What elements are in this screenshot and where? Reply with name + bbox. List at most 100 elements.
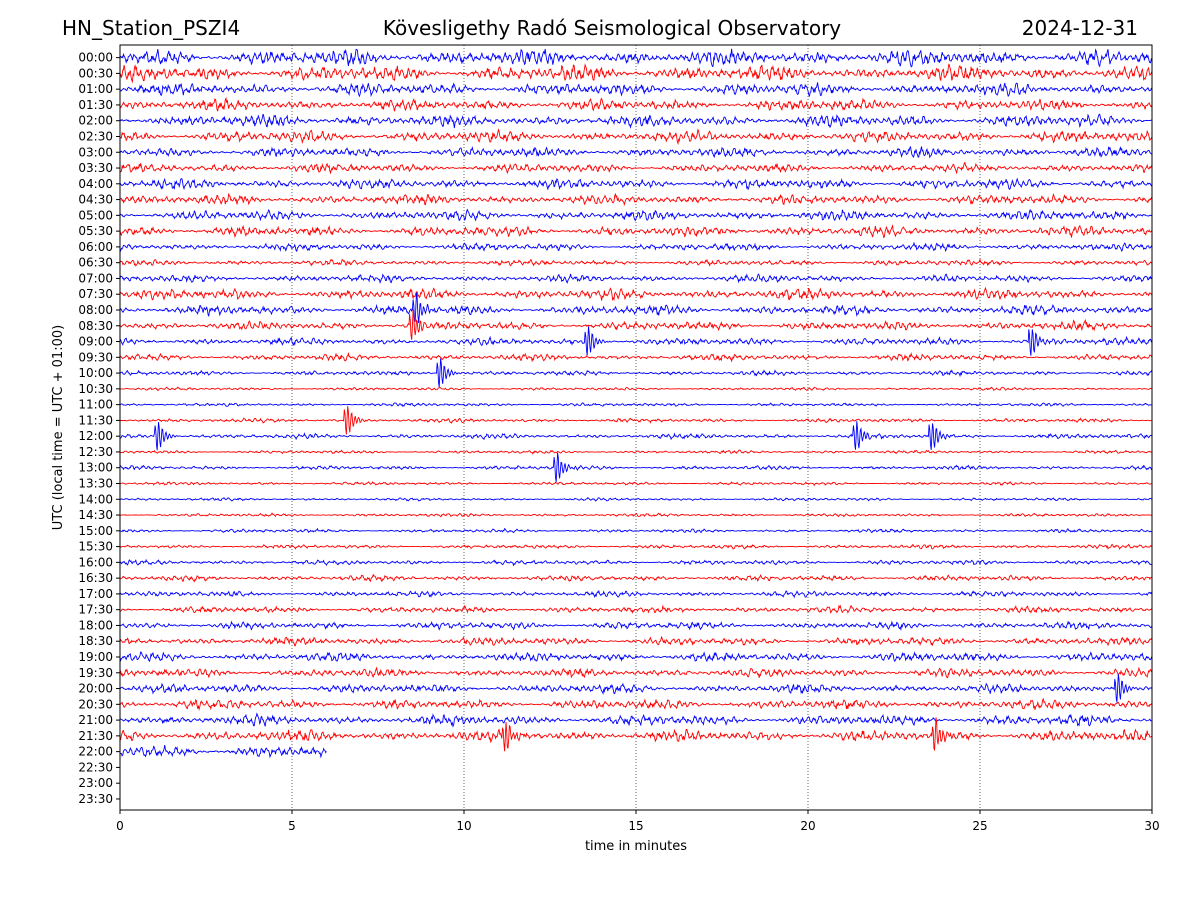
- y-tick-label: 20:30: [78, 697, 113, 711]
- y-tick-label: 11:30: [78, 413, 113, 427]
- y-tick-label: 02:30: [78, 129, 113, 143]
- trace-line: [119, 177, 1153, 191]
- y-tick-label: 07:00: [78, 271, 113, 285]
- trace-line: [119, 241, 1153, 253]
- trace-line: [119, 449, 1153, 455]
- y-tick-label: 22:00: [78, 745, 113, 759]
- y-tick-label: 09:30: [78, 350, 113, 364]
- trace-line: [119, 558, 1153, 567]
- y-tick-label: 15:30: [78, 540, 113, 554]
- y-tick-label: 01:30: [78, 98, 113, 112]
- y-tick-label: 14:30: [78, 508, 113, 522]
- station-title: HN_Station_PSZI4: [62, 16, 240, 40]
- trace-line: [119, 358, 1153, 388]
- trace-line: [119, 286, 1153, 302]
- y-tick-label: 06:00: [78, 240, 113, 254]
- trace-line: [119, 192, 1153, 207]
- y-tick-label: 21:00: [78, 713, 113, 727]
- y-tick-label: 23:00: [78, 776, 113, 790]
- trace-line: [119, 145, 1153, 159]
- y-tick-label: 11:00: [78, 398, 113, 412]
- trace-line: [120, 386, 1153, 392]
- trace-line: [119, 273, 1153, 284]
- y-tick-label: 16:30: [78, 571, 113, 585]
- trace-line: [119, 527, 1153, 534]
- trace-line: [119, 635, 1153, 647]
- y-tick-label: 18:30: [78, 634, 113, 648]
- y-tick-label: 08:30: [78, 319, 113, 333]
- y-tick-label: 08:00: [78, 303, 113, 317]
- y-tick-label: 09:00: [78, 335, 113, 349]
- y-tick-label: 23:30: [78, 792, 113, 806]
- x-tick-label: 15: [628, 819, 643, 833]
- y-tick-label: 12:30: [78, 445, 113, 459]
- y-tick-label: 20:00: [78, 682, 113, 696]
- trace-line: [119, 712, 1153, 728]
- x-axis-ticks: 0 5 10 15 20 25 30: [116, 810, 1160, 833]
- y-axis-label: UTC (local time = UTC + 01:00): [51, 325, 66, 530]
- y-tick-label: 17:30: [78, 603, 113, 617]
- trace-line: [120, 208, 1153, 222]
- y-tick-label: 01:00: [78, 82, 113, 96]
- trace-line: [119, 589, 1153, 599]
- y-tick-label: 15:00: [78, 524, 113, 538]
- y-tick-label: 12:00: [78, 429, 113, 443]
- y-tick-label: 13:00: [78, 461, 113, 475]
- trace-line: [119, 161, 1153, 175]
- date-title: 2024-12-31: [1022, 16, 1138, 40]
- trace-line: [119, 674, 1153, 703]
- y-tick-label: 10:00: [78, 366, 113, 380]
- y-tick-label: 05:00: [78, 208, 113, 222]
- trace-line: [119, 309, 1153, 340]
- y-tick-label: 17:00: [78, 587, 113, 601]
- y-tick-label: 06:30: [78, 256, 113, 270]
- trace-line: [119, 351, 1153, 363]
- y-tick-label: 16:00: [78, 555, 113, 569]
- y-tick-label: 05:30: [78, 224, 113, 238]
- y-tick-label: 18:00: [78, 618, 113, 632]
- y-tick-label: 07:30: [78, 287, 113, 301]
- y-tick-label: 10:30: [78, 382, 113, 396]
- trace-line: [119, 48, 1153, 68]
- y-tick-label: 14:00: [78, 492, 113, 506]
- y-tick-label: 04:30: [78, 193, 113, 207]
- y-tick-label: 00:30: [78, 66, 113, 80]
- y-tick-label: 19:00: [78, 650, 113, 664]
- trace-line: [119, 452, 1153, 482]
- x-tick-label: 30: [1144, 819, 1159, 833]
- y-tick-label: 03:00: [78, 145, 113, 159]
- trace-line: [119, 402, 1153, 408]
- x-tick-label: 20: [800, 819, 815, 833]
- y-tick-label: 00:00: [78, 51, 113, 65]
- y-tick-label: 21:30: [78, 729, 113, 743]
- x-tick-label: 25: [972, 819, 987, 833]
- trace-line: [119, 543, 1153, 550]
- trace-line: [119, 257, 1153, 267]
- x-tick-label: 5: [288, 819, 296, 833]
- vertical-gridlines: [291, 45, 981, 810]
- trace-line: [119, 481, 1153, 487]
- y-tick-label: 22:30: [78, 760, 113, 774]
- y-tick-label: 13:30: [78, 476, 113, 490]
- trace-line: [119, 292, 1153, 323]
- trace-line: [119, 604, 1153, 614]
- trace-line: [119, 224, 1153, 239]
- x-tick-label: 10: [456, 819, 471, 833]
- trace-line: [119, 96, 1153, 112]
- trace-line: [119, 512, 1153, 518]
- trace-line: [119, 82, 1153, 98]
- seismic-traces: [119, 48, 1153, 759]
- x-tick-label: 0: [116, 819, 124, 833]
- trace-line: [119, 406, 1152, 435]
- y-tick-label: 04:00: [78, 177, 113, 191]
- x-axis-label: time in minutes: [585, 839, 687, 854]
- trace-line: [119, 497, 1153, 502]
- trace-line: [119, 745, 327, 759]
- y-tick-label: 19:30: [78, 666, 113, 680]
- trace-line: [119, 63, 1153, 84]
- y-tick-label: 02:00: [78, 114, 113, 128]
- trace-line: [119, 128, 1153, 146]
- trace-line: [119, 326, 1153, 356]
- trace-line: [119, 651, 1153, 663]
